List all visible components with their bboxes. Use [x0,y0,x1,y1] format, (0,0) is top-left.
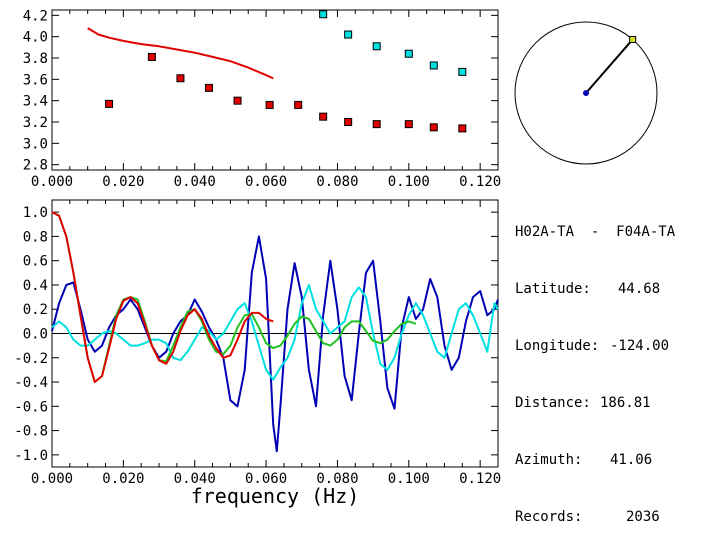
dispersion-y-tick-label: 3.6 [23,72,48,88]
dispersion-panel: 0.000 0.020 0.040 0.060 0.080 0.100 0.120 2.8 3.… [23,8,502,190]
dispersion-x-tick-label: 0.020 [102,174,144,190]
dispersion-y-tick-label: 3.2 [23,115,48,131]
azimuth-endpoint-marker [629,35,637,43]
info-label: Longitude: [515,338,600,354]
dispersion-x-tick-label: 0.080 [316,174,358,190]
info-value: -124.00 [610,338,670,354]
info-value: 44.68 [618,281,661,297]
dispersion-y-tick-label: 4.0 [23,30,48,46]
coherence-marks [51,211,499,453]
azimuth-panel [514,21,658,165]
dispersion-point-red [176,74,185,83]
dispersion-point-red [265,100,274,109]
dispersion-point-red [204,83,213,92]
dispersion-series-red [87,27,274,80]
dispersion-point-red [319,112,328,121]
dispersion-point-cyan [458,67,467,76]
coherence-y-tick-label: 0.0 [23,327,48,343]
info-distance: Distance: 186.81 [515,394,675,413]
coherence-y-tick-label: 0.6 [23,254,48,270]
azimuth-line [585,38,634,94]
coherence-x-tick-label: 0.040 [174,471,216,487]
dispersion-y-tick-label: 3.8 [23,51,48,67]
dispersion-y-tick-label: 3.4 [23,94,48,110]
coherence-panel: 0.000 0.020 0.040 0.060 0.080 0.100 0.120 1.0 0.… [14,199,501,508]
azimuth-circle [514,21,658,165]
dispersion-point-red [404,120,413,129]
coherence-y-tick-label: 0.4 [23,278,48,294]
dispersion-point-red [372,120,381,129]
info-latitude: Latitude: 44.68 [515,280,675,299]
dispersion-point-cyan [404,49,413,58]
dispersion-point-cyan [429,61,438,70]
coherence-series-red [51,211,274,383]
info-label: Records: [515,509,583,525]
info-label: Azimuth: [515,452,583,468]
coherence-y-tick-label: -0.4 [14,375,48,391]
coherence-x-tick-label: 0.060 [245,471,287,487]
coherence-y-tick-label: 0.8 [23,229,48,245]
coherence-y-tick-label: 1.0 [23,205,48,221]
dispersion-plot-frame [51,9,499,171]
figure: 0.000 0.020 0.040 0.060 0.080 0.100 0.120 2.8 3.… [14,8,658,508]
dispersion-y-tick-label: 4.2 [23,8,48,24]
coherence-x-tick-label: 0.100 [388,471,430,487]
dispersion-x-tick-label: 0.060 [245,174,287,190]
dispersion-point-red [105,99,114,108]
dispersion-point-red [294,100,303,109]
dispersion-point-red [429,123,438,132]
coherence-y-tick-label: -0.2 [14,351,48,367]
x-axis-label: frequency (Hz) [191,484,360,508]
info-value: 186.81 [600,395,651,411]
dispersion-point-red [458,124,467,133]
dispersion-axis-ticks: 0.000 0.020 0.040 0.060 0.080 0.100 0.120 2.8 3.… [23,8,502,190]
azimuth-center-marker [583,90,589,96]
info-longitude: Longitude: -124.00 [515,337,675,356]
station-pair: H02A-TA - F04A-TA [515,224,676,240]
dispersion-point-cyan [372,42,381,51]
info-label: Distance: [515,395,591,411]
coherence-series-blue [51,235,499,453]
info-records: Records: 2036 [515,508,675,527]
dispersion-point-cyan [319,10,328,19]
coherence-axis-ticks: 0.000 0.020 0.040 0.060 0.080 0.100 0.120 1.0 0.… [14,200,501,487]
dispersion-marks [87,10,467,133]
coherence-x-tick-label: 0.120 [459,471,501,487]
dispersion-y-tick-label: 3.0 [23,136,48,152]
coherence-y-tick-label: -0.8 [14,424,48,440]
coherence-y-tick-label: -1.0 [14,448,48,464]
coherence-y-tick-label: -0.6 [14,399,48,415]
info-azimuth: Azimuth: 41.06 [515,451,675,470]
info-value: 2036 [626,509,660,525]
dispersion-x-tick-label: 0.000 [31,174,73,190]
dispersion-x-tick-label: 0.120 [459,174,501,190]
station-info: H02A-TA - F04A-TA Latitude: 44.68 Longitu… [515,185,675,546]
dispersion-point-red [344,118,353,126]
dispersion-point-red [147,52,156,61]
info-label: Latitude: [515,281,591,297]
dispersion-point-cyan [344,30,353,39]
info-value: 41.06 [610,452,653,468]
coherence-x-tick-label: 0.080 [316,471,358,487]
coherence-y-tick-label: 0.2 [23,302,48,318]
dispersion-y-tick-label: 2.8 [23,158,48,174]
coherence-x-tick-label: 0.020 [102,471,144,487]
dispersion-point-red [233,96,242,105]
coherence-x-tick-label: 0.000 [31,471,73,487]
dispersion-x-tick-label: 0.040 [174,174,216,190]
dispersion-x-tick-label: 0.100 [388,174,430,190]
coherence-series-cyan [51,284,499,381]
